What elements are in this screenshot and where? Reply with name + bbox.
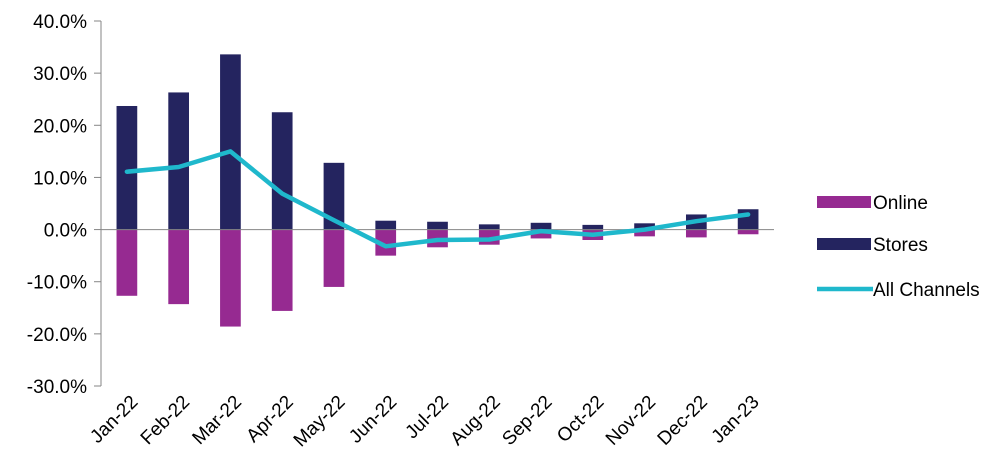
legend-swatch [817, 196, 871, 208]
legend-layer: Online Stores All Channels [817, 193, 980, 301]
bar-stores [478, 224, 500, 230]
y-tick-label: 0.0% [44, 221, 87, 242]
bar-stores [375, 220, 397, 230]
legend-label: Online [873, 193, 928, 214]
bar-stores [220, 54, 241, 230]
bar-online [220, 229, 241, 327]
bar-stores [582, 224, 604, 230]
bar-stores [116, 105, 138, 230]
x-tick-label: Oct-22 [553, 392, 608, 447]
x-tick-label: Apr-22 [243, 392, 298, 447]
x-tick-label: Aug-22 [447, 392, 505, 450]
y-tick-label: -10.0% [27, 273, 87, 294]
bar-stores [530, 222, 552, 230]
x-tick-label: Jan-22 [86, 392, 142, 448]
x-tick-label: Jul-22 [402, 392, 453, 443]
bar-online [530, 229, 552, 239]
x-tick-label: Feb-22 [137, 392, 194, 449]
x-tick-label: Sep-22 [498, 392, 556, 450]
bar-stores [634, 223, 655, 230]
bar-online [375, 229, 397, 256]
y-tick-label: 30.0% [33, 64, 87, 85]
y-tick-label: -20.0% [27, 325, 87, 346]
bar-online [323, 229, 345, 287]
bar-online [634, 229, 655, 237]
x-tick-label: Mar-22 [189, 392, 246, 449]
y-tick-label: 20.0% [33, 116, 87, 137]
y-tick-label: -30.0% [27, 377, 87, 398]
bar-online [168, 229, 190, 305]
legend-label: All Channels [873, 280, 980, 301]
y-tick-label: 10.0% [33, 168, 87, 189]
legend-label: Stores [873, 235, 928, 256]
x-tick-label: Nov-22 [602, 392, 660, 450]
bar-online [737, 229, 759, 235]
bar-online [271, 229, 293, 311]
y-tick-label: 40.0% [33, 12, 87, 33]
bar-online [685, 229, 707, 238]
x-tick-label: Jan-23 [708, 392, 764, 448]
line-layer [124, 149, 751, 249]
x-tick-label: Dec-22 [654, 392, 712, 450]
bar-layer [116, 54, 759, 327]
bar-stores [427, 221, 448, 230]
bar-stores [168, 92, 190, 230]
bar-stores [323, 162, 345, 230]
x-tick-label: May-22 [290, 392, 350, 452]
legend-swatch [817, 238, 871, 250]
axis-layer: 40.0% 30.0% 20.0% 10.0% 0.0% -10.0% -20.0% -30.… [27, 12, 102, 398]
bar-stores [271, 112, 293, 230]
bar-online [116, 229, 138, 296]
x-tick-label: Jun-22 [345, 392, 401, 448]
